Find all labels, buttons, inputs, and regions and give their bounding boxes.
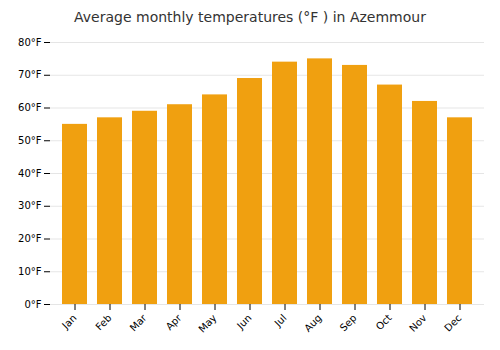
svg-text:Feb: Feb bbox=[93, 312, 113, 332]
svg-text:Jan: Jan bbox=[59, 312, 78, 331]
svg-text:10°F: 10°F bbox=[18, 266, 42, 277]
svg-text:Sep: Sep bbox=[338, 312, 359, 333]
svg-text:60°F: 60°F bbox=[18, 102, 42, 113]
svg-text:20°F: 20°F bbox=[18, 233, 42, 244]
svg-text:Mar: Mar bbox=[128, 312, 150, 334]
svg-text:Apr: Apr bbox=[164, 312, 185, 333]
svg-text:Dec: Dec bbox=[442, 312, 463, 333]
svg-text:Nov: Nov bbox=[407, 312, 429, 334]
svg-text:Jul: Jul bbox=[272, 312, 289, 329]
svg-text:80°F: 80°F bbox=[18, 37, 42, 48]
svg-text:70°F: 70°F bbox=[18, 69, 42, 80]
svg-text:50°F: 50°F bbox=[18, 135, 42, 146]
svg-text:May: May bbox=[196, 312, 218, 334]
svg-text:30°F: 30°F bbox=[18, 200, 42, 211]
svg-text:40°F: 40°F bbox=[18, 168, 42, 179]
svg-text:Aug: Aug bbox=[302, 312, 324, 334]
html-text:Average monthly temperatures (: Average monthly temperatures (°F ) in Az… bbox=[74, 9, 426, 25]
svg-text:Jun: Jun bbox=[234, 312, 254, 332]
svg-text:0°F: 0°F bbox=[24, 299, 41, 310]
svg-text:Oct: Oct bbox=[374, 312, 394, 332]
